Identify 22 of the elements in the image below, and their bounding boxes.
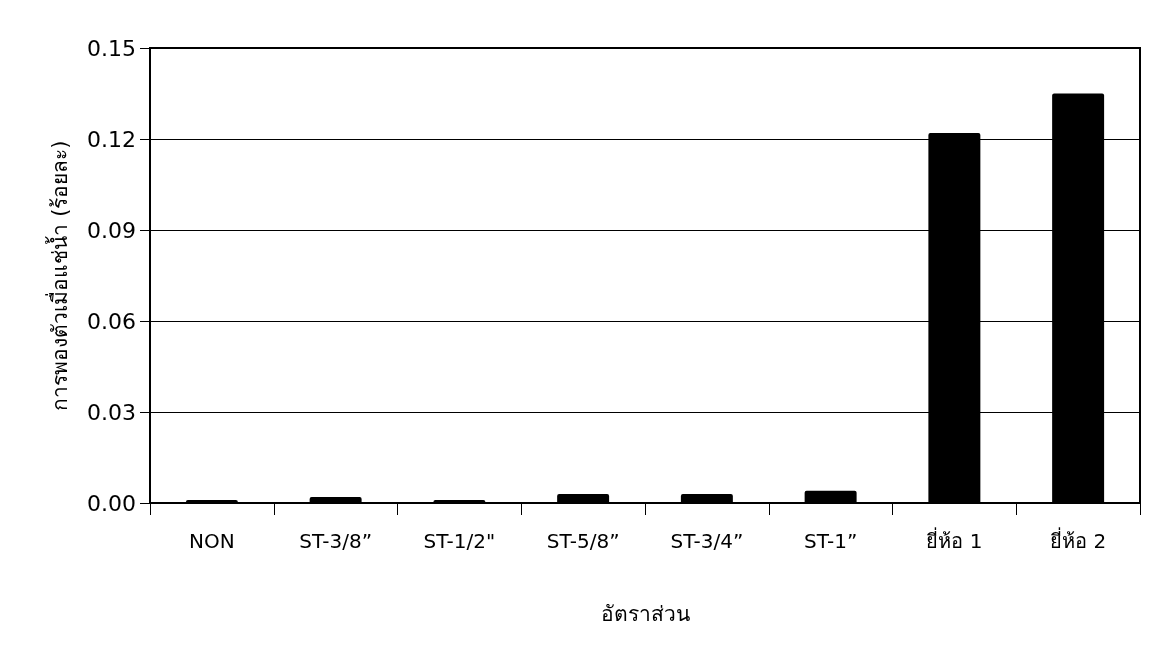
y-tick-label: 0.15 bbox=[87, 35, 136, 61]
x-tick-label: ยี่ห้อ 2 bbox=[1050, 527, 1107, 553]
x-tick-label: ยี่ห้อ 1 bbox=[926, 527, 983, 553]
bar bbox=[185, 499, 238, 503]
y-tick-label: 0.09 bbox=[87, 217, 136, 243]
y-axis-title: การพองตัวเมื่อแช่น้ำ (ร้อยละ) bbox=[44, 140, 72, 411]
y-tick-label: 0.12 bbox=[87, 126, 136, 152]
bar bbox=[680, 493, 733, 503]
x-tick-label: ST-3/8” bbox=[299, 529, 373, 553]
x-tick-label: ST-1” bbox=[803, 529, 858, 553]
y-tick-label: 0.03 bbox=[87, 399, 136, 425]
bar bbox=[804, 490, 857, 503]
x-tick-label: ST-5/8” bbox=[546, 529, 620, 553]
x-tick-label: NON bbox=[189, 529, 235, 553]
x-axis-title: อัตราส่วน bbox=[600, 601, 690, 626]
x-tick-label: ST-3/4” bbox=[670, 529, 744, 553]
y-tick-label: 0.00 bbox=[87, 490, 136, 516]
bar bbox=[433, 499, 486, 503]
bar bbox=[309, 496, 362, 503]
bar bbox=[557, 493, 610, 503]
x-tick-label: ST-1/2" bbox=[423, 529, 496, 553]
y-tick-label: 0.06 bbox=[87, 308, 136, 334]
